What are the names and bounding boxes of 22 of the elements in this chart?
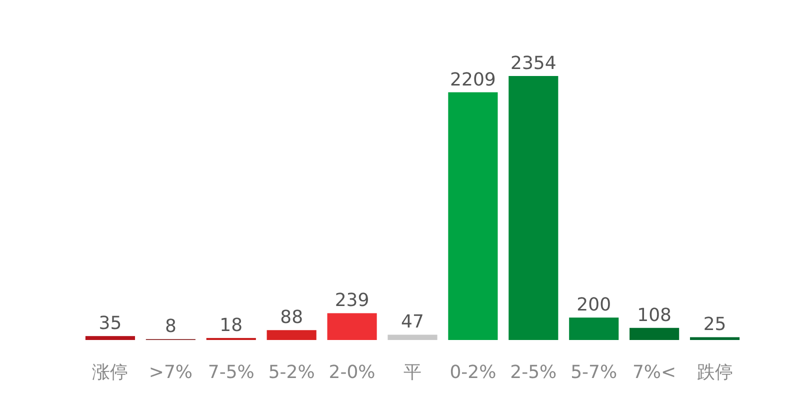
data-label: 8 bbox=[164, 316, 176, 338]
data-label: 108 bbox=[637, 304, 672, 326]
data-label: 2354 bbox=[510, 53, 556, 74]
data-label: 18 bbox=[220, 314, 243, 336]
x-tick-label: 7%< bbox=[632, 362, 676, 383]
data-label: 35 bbox=[98, 313, 122, 334]
data-label: 88 bbox=[280, 307, 304, 328]
x-tick-label: 5-7% bbox=[570, 362, 618, 383]
x-tick-label: 跌停 bbox=[696, 362, 733, 383]
data-label: 2209 bbox=[450, 69, 496, 90]
data-label: 47 bbox=[401, 312, 424, 333]
x-tick-label: 2-5% bbox=[510, 362, 557, 383]
x-tick-label: 0-2% bbox=[450, 362, 496, 383]
x-tick-label: 5-2% bbox=[268, 362, 315, 383]
data-label: 200 bbox=[576, 294, 612, 316]
x-tick-label: >7% bbox=[148, 362, 192, 383]
x-tick-label: 2-0% bbox=[328, 362, 376, 383]
data-label: 239 bbox=[334, 290, 370, 312]
data-label: 25 bbox=[703, 314, 726, 336]
x-tick-label: 涨停 bbox=[92, 362, 128, 383]
x-tick-label: 平 bbox=[404, 362, 422, 383]
x-tick-label: 7-5% bbox=[208, 362, 254, 383]
